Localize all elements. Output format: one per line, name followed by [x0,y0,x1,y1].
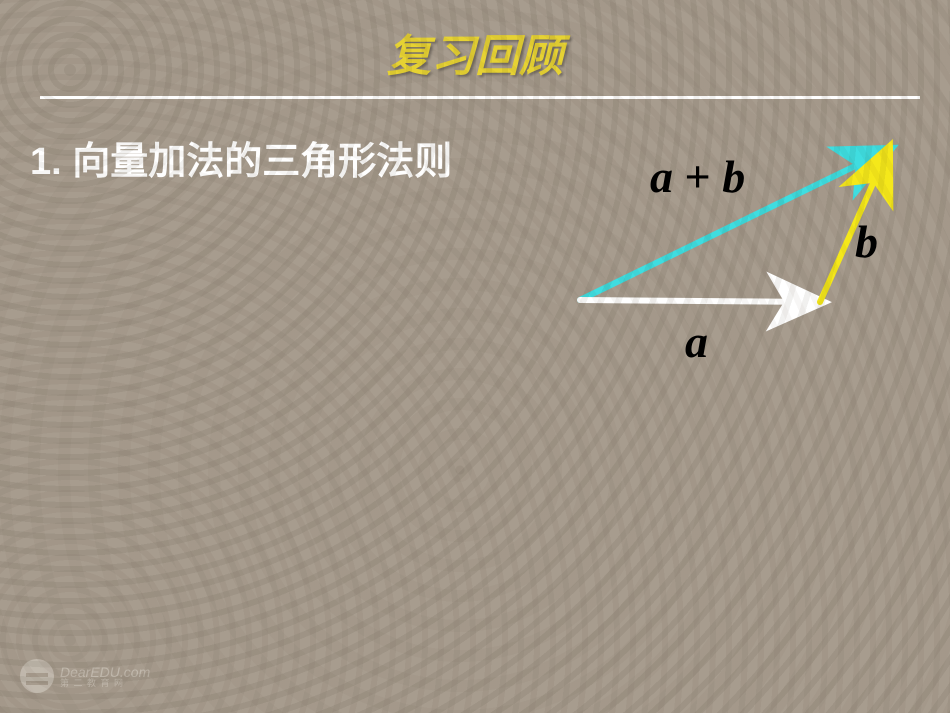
label-b: b [855,215,878,268]
logo-brand: DearEDU [60,664,120,680]
logo-tagline: 第 二 教 育 网 [60,679,150,688]
label-a: a [685,315,708,368]
slide-title: 复习回顾 [0,20,950,84]
label-sum-a: a [650,151,673,202]
vector-sum [580,150,888,300]
vector-triangle-diagram: a b a + b [570,130,920,370]
logo-text: DearEDU.com 第 二 教 育 网 [60,665,150,688]
label-sum-plus: + [673,151,722,202]
label-sum-b: b [722,151,745,202]
logo-suffix: .com [120,664,150,680]
section-heading: 1. 向量加法的三角形法则 [30,130,452,185]
watermark-logo: DearEDU.com 第 二 教 育 网 [20,659,150,693]
slide: 复习回顾 1. 向量加法的三角形法则 a b a + b [0,0,950,713]
logo-icon [20,659,54,693]
divider-rule [40,96,920,99]
label-sum: a + b [650,150,745,203]
vector-b [820,150,888,302]
vector-svg [570,130,920,370]
vector-a [580,300,820,302]
